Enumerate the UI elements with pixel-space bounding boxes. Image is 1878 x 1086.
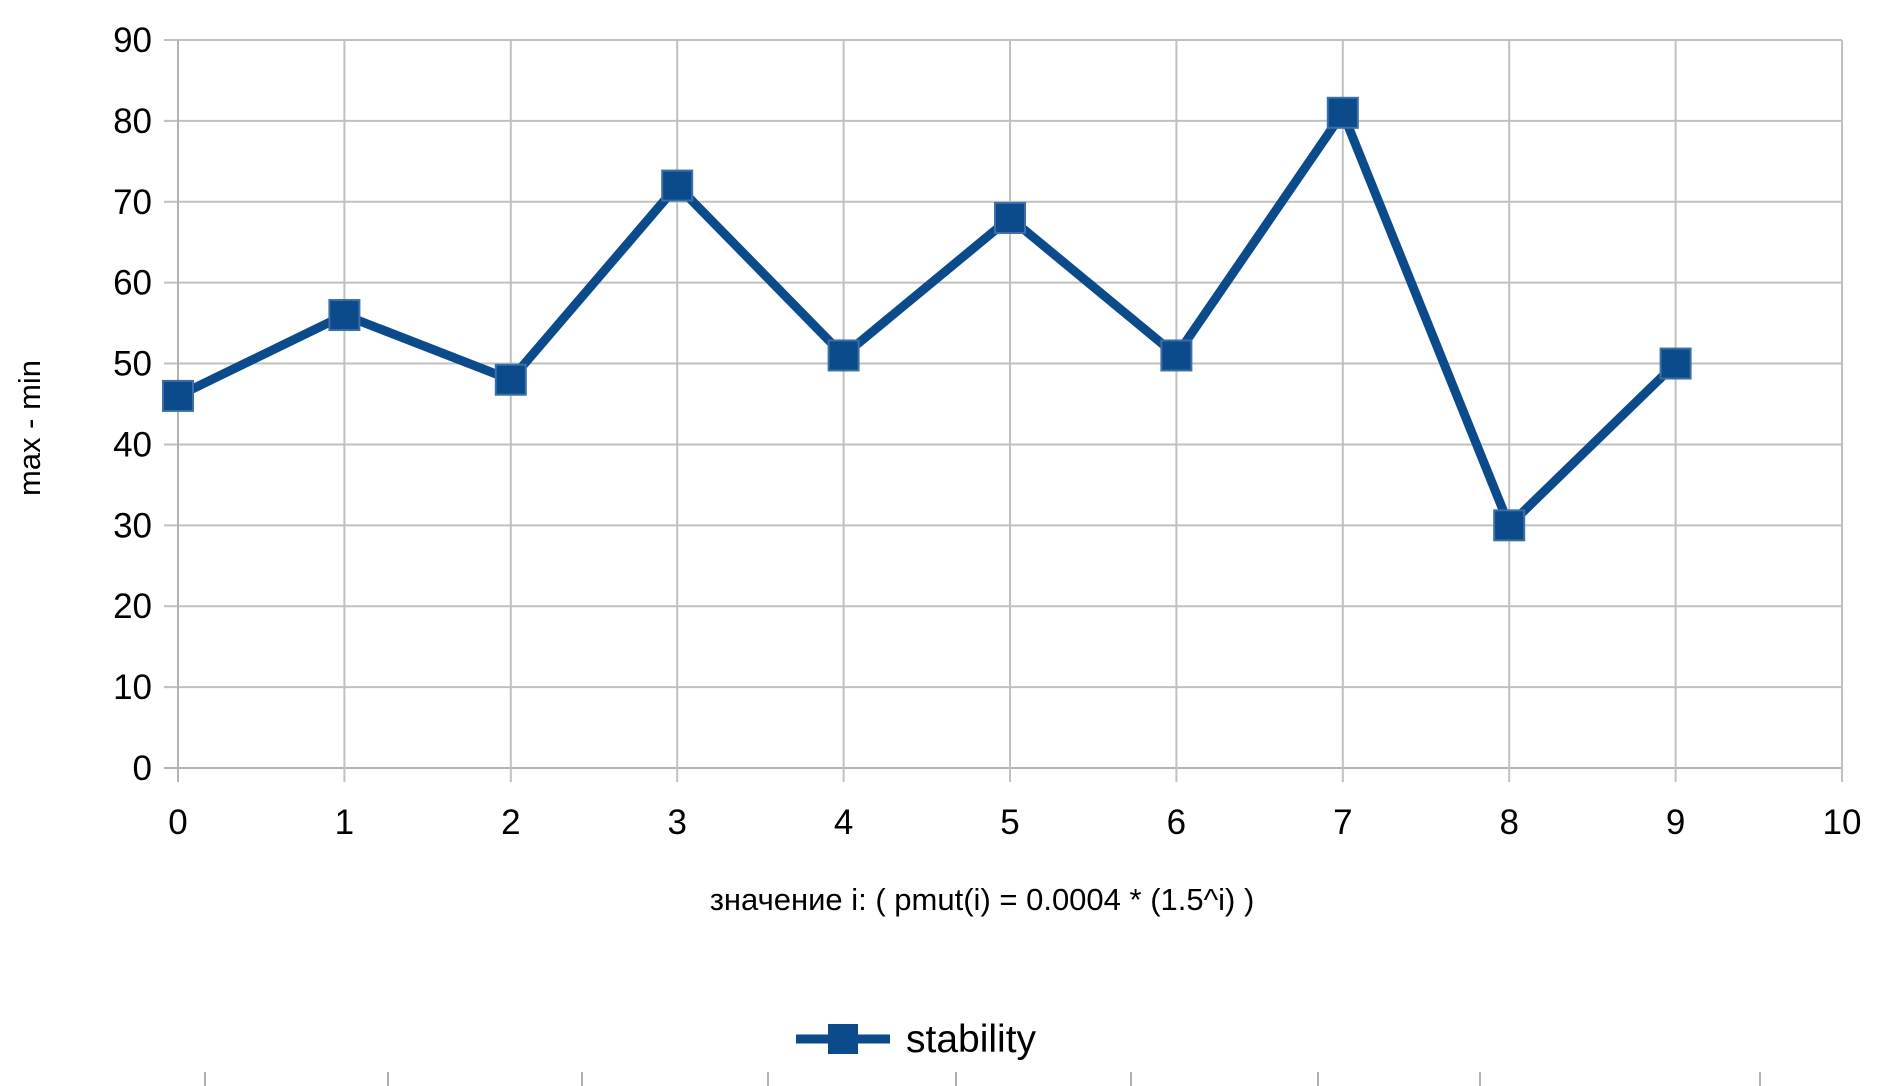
data-point-marker bbox=[494, 363, 527, 396]
x-tick-label: 5 bbox=[1000, 803, 1019, 842]
data-point-marker bbox=[328, 299, 361, 332]
x-tick-label: 1 bbox=[335, 803, 354, 842]
data-point-marker bbox=[1326, 96, 1359, 129]
legend: stability bbox=[796, 1018, 1037, 1061]
y-tick-label: 0 bbox=[133, 749, 152, 788]
y-tick-label: 60 bbox=[113, 264, 152, 303]
series-line bbox=[173, 108, 1681, 530]
y-tick-label: 50 bbox=[113, 345, 152, 384]
series-stability bbox=[162, 96, 1692, 542]
legend-label-stability: stability bbox=[906, 1018, 1037, 1061]
x-tick-label: 6 bbox=[1167, 803, 1186, 842]
x-tick-label: 2 bbox=[501, 803, 520, 842]
x-tick-label: 3 bbox=[667, 803, 686, 842]
data-point-marker bbox=[994, 201, 1026, 234]
x-tick-label: 9 bbox=[1666, 803, 1685, 842]
x-tick-label: 4 bbox=[834, 803, 853, 842]
y-tick-label: 10 bbox=[113, 668, 152, 707]
legend-series-marker bbox=[796, 1024, 890, 1054]
y-tick-label: 90 bbox=[113, 21, 152, 60]
y-tick-label: 30 bbox=[113, 506, 152, 545]
data-point-marker bbox=[1493, 509, 1526, 542]
data-point-marker bbox=[162, 379, 194, 412]
x-tick-label: 7 bbox=[1333, 803, 1352, 842]
grid-lines bbox=[164, 39, 1843, 782]
x-axis-title: значение i: ( pmut(i) = 0.0004 * (1.5^i)… bbox=[710, 882, 1255, 917]
data-point-marker bbox=[827, 339, 860, 372]
data-point-marker bbox=[661, 169, 694, 202]
y-tick-label: 80 bbox=[113, 102, 152, 141]
x-tick-label: 8 bbox=[1499, 803, 1518, 842]
tick-labels: 0 10 20 30 40 50 60 70 80 90 0 1 2 3 4 5 6 7 8 9 10 bbox=[113, 21, 1861, 842]
y-axis-title: max - min bbox=[12, 360, 47, 496]
x-tick-label: 0 bbox=[168, 803, 187, 842]
data-point-marker bbox=[1659, 347, 1692, 380]
y-tick-label: 40 bbox=[113, 425, 152, 464]
legend-square bbox=[828, 1024, 858, 1054]
data-point-marker bbox=[1160, 339, 1193, 372]
y-tick-label: 70 bbox=[113, 183, 152, 222]
x-tick-label: 10 bbox=[1823, 803, 1862, 842]
footer-divider-ticks bbox=[204, 1072, 1761, 1086]
y-tick-label: 20 bbox=[113, 587, 152, 626]
